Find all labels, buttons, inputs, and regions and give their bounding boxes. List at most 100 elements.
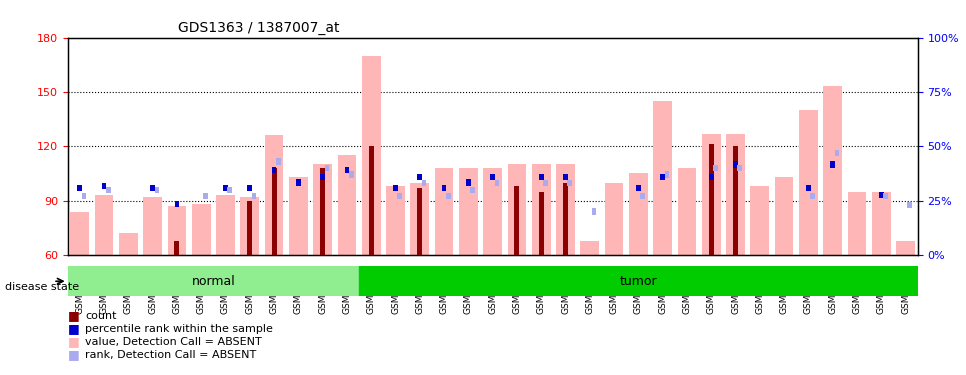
Bar <box>592 209 596 214</box>
Bar <box>276 158 281 165</box>
Bar <box>106 187 111 193</box>
Bar <box>677 168 696 255</box>
Text: percentile rank within the sample: percentile rank within the sample <box>85 324 272 334</box>
Bar <box>810 193 815 200</box>
Bar <box>175 201 180 207</box>
Text: count: count <box>85 311 117 321</box>
Text: GDS1363 / 1387007_at: GDS1363 / 1387007_at <box>178 21 340 35</box>
Bar <box>167 206 186 255</box>
Bar <box>661 174 665 180</box>
Bar <box>495 180 499 186</box>
Bar <box>411 183 429 255</box>
Bar <box>847 192 867 255</box>
Bar <box>143 197 162 255</box>
Bar <box>835 150 839 156</box>
Bar <box>337 155 356 255</box>
Text: rank, Detection Call = ABSENT: rank, Detection Call = ABSENT <box>85 350 256 360</box>
Bar <box>417 188 422 255</box>
Bar <box>247 201 252 255</box>
Bar <box>422 180 426 186</box>
Bar <box>702 134 721 255</box>
Bar <box>320 168 326 255</box>
Bar <box>581 240 599 255</box>
Bar <box>203 193 208 200</box>
Text: ■: ■ <box>68 335 79 348</box>
Bar <box>252 193 256 200</box>
Bar <box>155 187 159 193</box>
Bar <box>470 187 475 193</box>
Bar <box>227 187 232 193</box>
Text: disease state: disease state <box>5 282 79 292</box>
Text: ■: ■ <box>68 309 79 322</box>
Bar <box>629 173 648 255</box>
Bar <box>539 174 544 180</box>
Text: value, Detection Call = ABSENT: value, Detection Call = ABSENT <box>85 337 262 347</box>
Bar <box>95 195 113 255</box>
Bar <box>71 211 89 255</box>
Bar <box>713 165 718 171</box>
Bar <box>82 193 86 200</box>
Bar <box>459 168 478 255</box>
Bar <box>733 161 738 168</box>
Bar <box>483 168 502 255</box>
Bar <box>325 165 329 171</box>
Text: ■: ■ <box>68 348 79 361</box>
Bar <box>265 135 283 255</box>
Bar <box>271 168 276 255</box>
Bar <box>441 185 446 191</box>
Bar <box>386 186 405 255</box>
Text: normal: normal <box>191 275 236 288</box>
Bar <box>733 146 738 255</box>
Bar <box>369 146 374 255</box>
Bar <box>563 174 568 180</box>
Bar <box>883 193 888 200</box>
Bar <box>417 174 422 180</box>
Bar <box>466 179 470 186</box>
Bar <box>289 177 308 255</box>
Bar <box>831 161 835 168</box>
Bar <box>605 183 623 255</box>
Bar <box>737 165 742 171</box>
Bar <box>532 164 551 255</box>
Bar <box>446 193 451 200</box>
Bar <box>751 186 769 255</box>
Bar <box>775 177 793 255</box>
Bar <box>515 186 520 255</box>
FancyBboxPatch shape <box>359 266 918 296</box>
Bar <box>271 166 276 173</box>
Bar <box>313 164 332 255</box>
Bar <box>507 164 526 255</box>
Bar <box>216 195 235 255</box>
Bar <box>636 185 640 191</box>
Bar <box>435 168 453 255</box>
Bar <box>321 174 325 180</box>
Bar <box>393 185 398 191</box>
Bar <box>397 193 402 200</box>
Bar <box>726 134 745 255</box>
Bar <box>556 164 575 255</box>
Text: tumor: tumor <box>619 275 657 288</box>
Bar <box>563 183 568 255</box>
Bar <box>192 204 211 255</box>
Bar <box>77 185 82 191</box>
Bar <box>709 174 714 180</box>
Bar <box>872 192 891 255</box>
Text: ■: ■ <box>68 322 79 335</box>
Bar <box>653 101 672 255</box>
Bar <box>799 110 818 255</box>
Bar <box>907 202 912 208</box>
Bar <box>823 87 842 255</box>
Bar <box>567 180 572 186</box>
Bar <box>296 179 300 186</box>
Bar <box>543 180 548 186</box>
Bar <box>349 171 354 178</box>
Bar <box>345 166 350 173</box>
Bar <box>247 185 252 191</box>
Bar <box>101 183 106 189</box>
Bar <box>896 240 915 255</box>
Bar <box>491 174 495 180</box>
FancyBboxPatch shape <box>68 266 359 296</box>
Bar <box>640 193 645 200</box>
Bar <box>151 185 155 191</box>
Bar <box>539 192 544 255</box>
